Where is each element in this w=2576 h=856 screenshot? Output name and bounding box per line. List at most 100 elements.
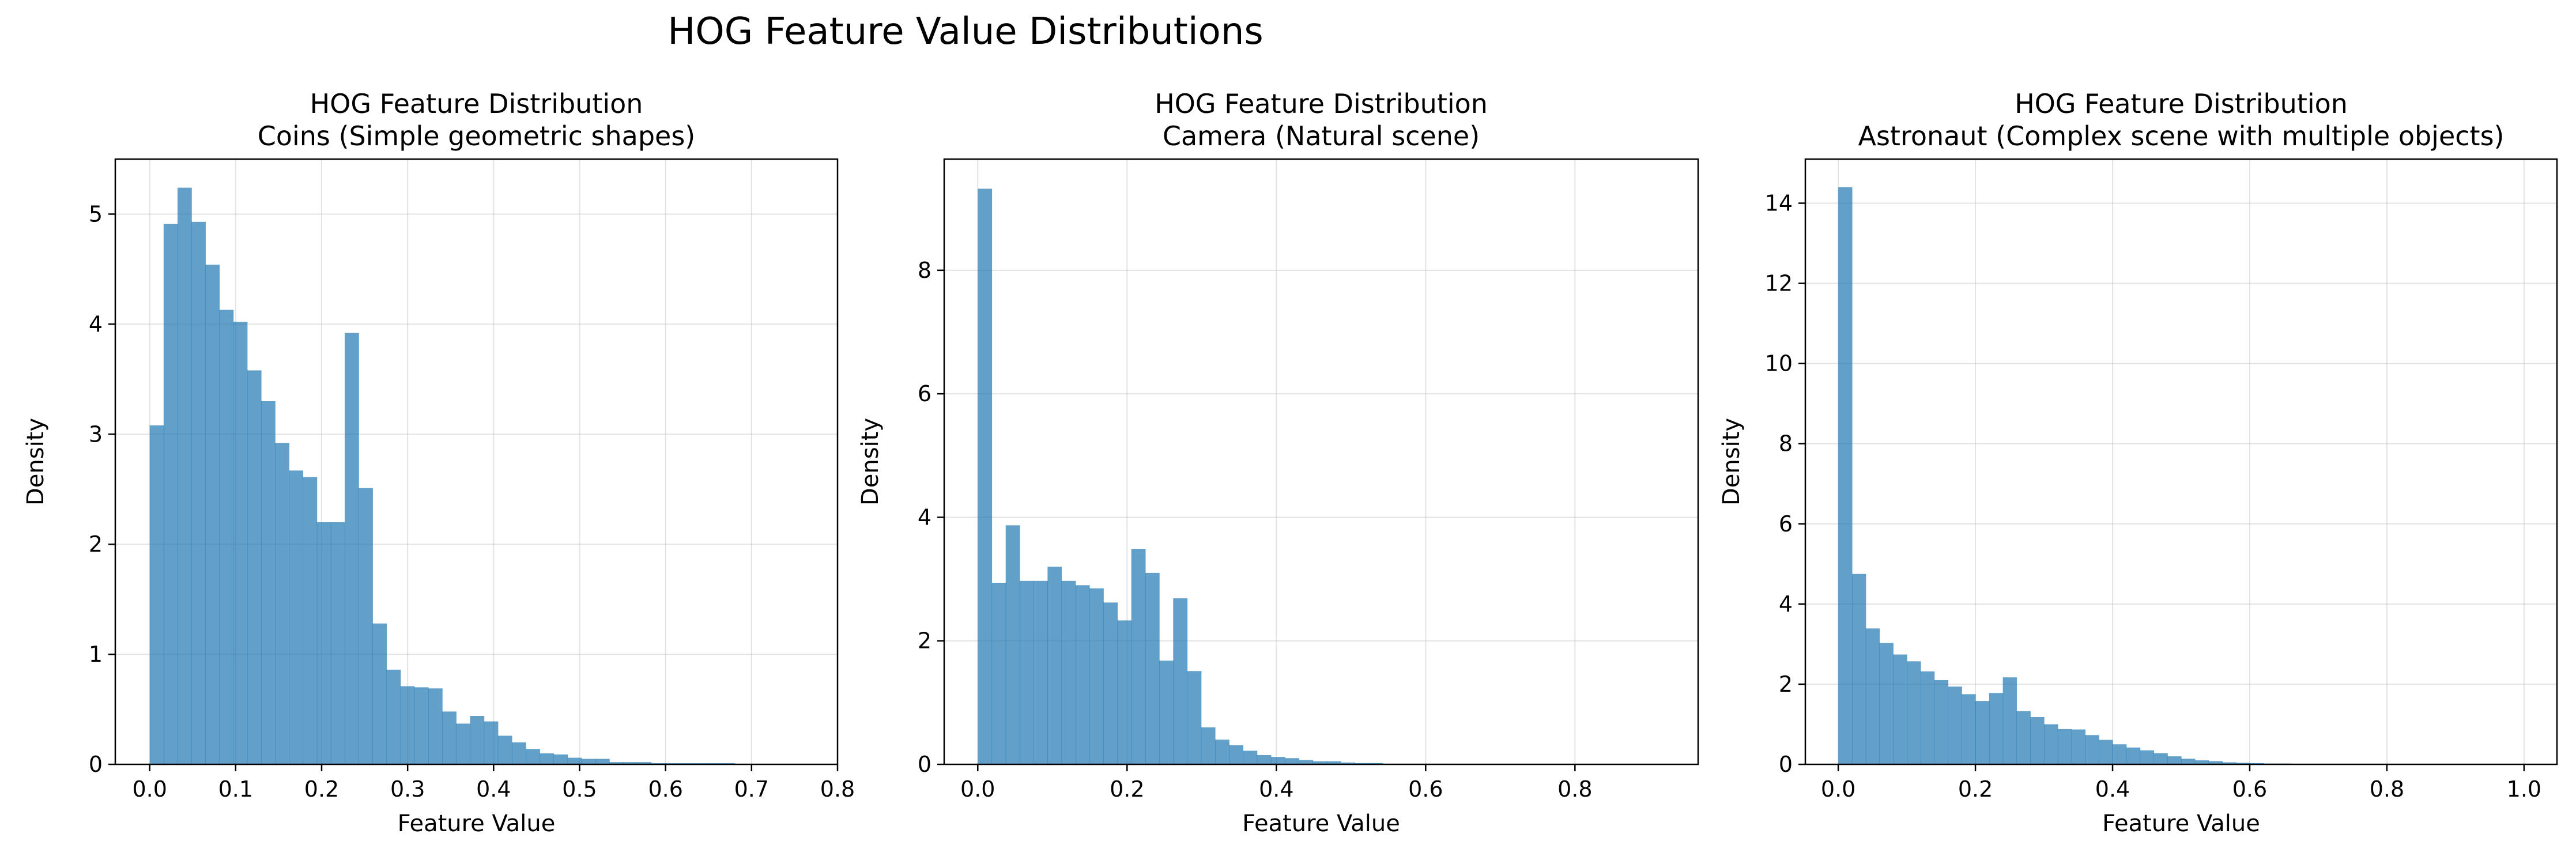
- histogram-bar: [1075, 585, 1090, 764]
- histogram-bar: [1215, 740, 1229, 764]
- histogram-bar: [1838, 187, 1853, 764]
- y-tick-label: 6: [1779, 511, 1793, 537]
- histogram-bar: [497, 736, 512, 764]
- y-axis-label: Density: [1718, 418, 1745, 506]
- histogram-bar: [1989, 693, 2004, 764]
- y-tick-label: 2: [918, 628, 931, 654]
- histogram-bar: [289, 470, 304, 764]
- histogram-bar: [637, 762, 652, 764]
- histogram-bar: [2002, 677, 2017, 764]
- histogram-bar: [540, 753, 555, 764]
- histogram-bar: [2153, 753, 2168, 764]
- histogram-bar: [2085, 735, 2099, 764]
- histogram-bar: [1173, 598, 1188, 764]
- chart-title-line2: Camera (Natural scene): [1163, 120, 1480, 152]
- histogram-bar: [1326, 761, 1341, 764]
- y-tick-label: 3: [89, 421, 103, 447]
- x-tick-label: 0.2: [304, 776, 339, 802]
- x-tick-label: 0.3: [390, 776, 425, 802]
- histogram-bar: [1089, 588, 1104, 764]
- histogram-bar: [2071, 729, 2086, 764]
- x-tick-label: 0.8: [820, 776, 855, 802]
- y-tick-label: 10: [1765, 351, 1793, 376]
- histogram-bar: [2194, 760, 2209, 764]
- y-tick-label: 4: [89, 311, 103, 337]
- histogram-bar: [177, 187, 192, 764]
- histogram-bar: [2099, 740, 2113, 764]
- histogram-bar: [1034, 580, 1048, 764]
- histogram-bar: [1879, 643, 1894, 764]
- histogram-bar: [526, 749, 540, 764]
- histogram-bar: [1131, 549, 1146, 764]
- histogram-bar: [1145, 572, 1160, 764]
- histogram-bar: [400, 686, 415, 764]
- histogram-bar: [1005, 525, 1020, 764]
- y-tick-label: 14: [1765, 190, 1793, 216]
- plot-frame: [1804, 158, 2558, 766]
- histogram-bar: [414, 687, 429, 764]
- histogram-bar: [219, 310, 234, 764]
- histogram-bar: [1893, 654, 1907, 764]
- histogram-bar: [261, 401, 276, 764]
- x-tick-label: 0.2: [1958, 776, 1993, 802]
- x-tick-label: 0.4: [476, 776, 511, 802]
- histogram-bar: [1934, 680, 1949, 764]
- histogram-bar: [247, 370, 262, 764]
- histogram-bar: [1187, 671, 1202, 764]
- histogram-bar: [609, 762, 624, 764]
- plot-frame: [114, 158, 839, 766]
- histogram-bar: [344, 333, 359, 764]
- histogram-bar: [330, 522, 345, 764]
- y-tick-label: 6: [918, 381, 931, 406]
- histogram-bar: [1019, 580, 1034, 764]
- histogram-bar: [567, 757, 582, 764]
- histogram-bar: [428, 688, 443, 764]
- histogram-bar: [1312, 761, 1327, 764]
- y-tick-label: 5: [89, 201, 103, 227]
- histogram-bar: [2016, 711, 2031, 764]
- histogram-bar: [191, 221, 206, 764]
- y-tick-label: 2: [89, 531, 103, 557]
- histogram-bar: [1299, 760, 1314, 764]
- histogram-bar: [149, 425, 164, 764]
- histogram-bar: [275, 443, 289, 764]
- x-axis-label: Feature Value: [1242, 810, 1400, 837]
- y-tick-label: 2: [1779, 672, 1793, 697]
- x-tick-label: 0.0: [960, 776, 995, 802]
- y-tick-label: 8: [1779, 431, 1793, 457]
- chart-title-line1: HOG Feature Distribution: [1155, 88, 1488, 119]
- histogram-bar: [2222, 762, 2236, 764]
- histogram-bar: [1201, 727, 1216, 764]
- x-tick-label: 0.6: [1408, 776, 1443, 802]
- y-tick-label: 4: [918, 504, 931, 530]
- x-tick-label: 0.8: [1557, 776, 1592, 802]
- y-tick-label: 0: [918, 752, 931, 777]
- histogram-bar: [991, 583, 1006, 764]
- histogram-bar: [581, 759, 596, 764]
- histogram-bar: [1229, 745, 1244, 764]
- histogram-bar: [2030, 717, 2045, 764]
- histogram-bar: [2113, 744, 2127, 764]
- y-tick-label: 4: [1779, 591, 1793, 617]
- histogram-bar: [456, 723, 471, 764]
- x-tick-label: 1.0: [2507, 776, 2541, 802]
- histogram-bar: [978, 188, 993, 764]
- histogram-bar: [233, 322, 248, 764]
- x-tick-label: 0.0: [1821, 776, 1855, 802]
- histogram-bar: [386, 669, 401, 764]
- x-tick-label: 0.1: [218, 776, 253, 802]
- x-axis-label: Feature Value: [2102, 810, 2260, 837]
- histogram-bar: [1061, 580, 1076, 764]
- y-tick-label: 0: [1779, 752, 1793, 777]
- histogram-bar: [1975, 701, 1990, 764]
- x-axis-label: Feature Value: [398, 810, 556, 837]
- chart-3: 0.0 0.2 0.4 0.6 0.8 1.0 0 2 4 6 8 10 12 14 HOG Feature…: [1718, 88, 2558, 837]
- histogram-bar: [1047, 567, 1062, 764]
- histogram-bar: [511, 742, 526, 764]
- y-axis-label: Density: [22, 418, 49, 506]
- histogram-bar: [1948, 687, 1962, 764]
- x-tick-label: 0.4: [1259, 776, 1293, 802]
- histogram-bar: [1159, 661, 1174, 764]
- histogram-bar: [2044, 724, 2058, 764]
- x-tick-label: 0.0: [132, 776, 167, 802]
